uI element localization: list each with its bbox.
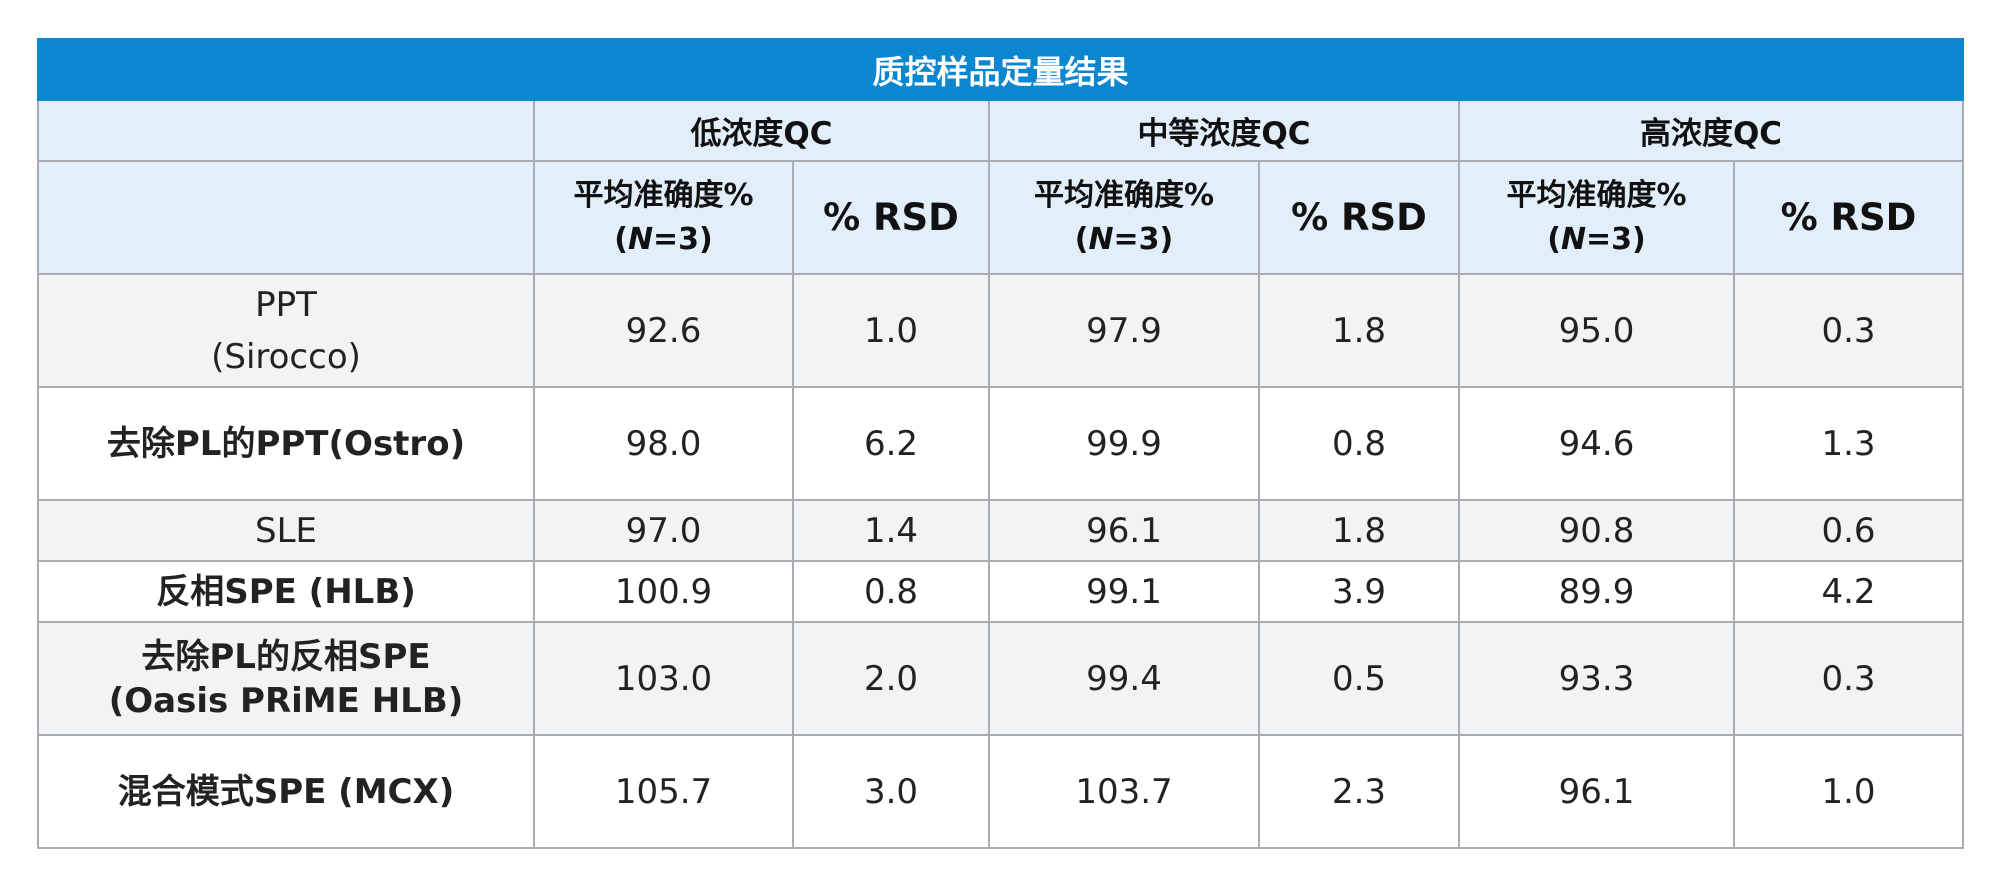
sub-header-rsd-high: % RSD [1732, 160, 1965, 275]
table-row: 去除PL的反相SPE (Oasis PRiME HLB) 103.0 2.0 9… [37, 621, 1965, 736]
value-cell: 94.6 [1458, 386, 1735, 501]
method-cell: 去除PL的PPT(Ostro) [37, 386, 535, 501]
value-cell: 89.9 [1458, 560, 1735, 623]
value-cell: 1.0 [792, 273, 990, 388]
table-row: SLE 97.0 1.4 96.1 1.8 90.8 0.6 [37, 499, 1965, 562]
table-title-row: 质控样品定量结果 [36, 38, 1965, 101]
method-cell: 混合模式SPE (MCX) [37, 734, 535, 849]
value-cell: 99.9 [988, 386, 1260, 501]
qc-results-table: 质控样品定量结果 低浓度QC 中等浓度QC 高浓度QC 平均准确度% (N=3)… [36, 38, 1965, 849]
value-cell: 103.0 [533, 621, 794, 736]
value-cell: 4.2 [1732, 560, 1965, 623]
group-header-high-qc: 高浓度QC [1457, 99, 1965, 162]
value-cell: 1.3 [1732, 386, 1965, 501]
value-cell: 98.0 [533, 386, 794, 501]
value-cell: 1.0 [1732, 734, 1965, 849]
table-row: 混合模式SPE (MCX) 105.7 3.0 103.7 2.3 96.1 1… [37, 734, 1965, 849]
group-header-low-qc: 低浓度QC [533, 99, 990, 162]
table-row: 反相SPE (HLB) 100.9 0.8 99.1 3.9 89.9 4.2 [37, 560, 1965, 623]
sub-header-row: 平均准确度% (N=3) % RSD 平均准确度% (N=3) % RSD 平均… [37, 160, 1965, 275]
value-cell: 0.3 [1732, 273, 1965, 388]
value-cell: 97.9 [988, 273, 1260, 388]
method-cell: PPT (Sirocco) [37, 273, 535, 388]
value-cell: 96.1 [988, 499, 1260, 562]
table-row: PPT (Sirocco) 92.6 1.0 97.9 1.8 95.0 0.3 [37, 273, 1965, 388]
empty-sub-header-cell [37, 160, 535, 275]
value-cell: 0.8 [1258, 386, 1460, 501]
value-cell: 1.8 [1258, 499, 1460, 562]
value-cell: 97.0 [533, 499, 794, 562]
value-cell: 99.1 [988, 560, 1260, 623]
value-cell: 103.7 [988, 734, 1260, 849]
value-cell: 2.3 [1258, 734, 1460, 849]
value-cell: 90.8 [1458, 499, 1735, 562]
value-cell: 96.1 [1458, 734, 1735, 849]
value-cell: 0.5 [1258, 621, 1460, 736]
value-cell: 1.8 [1258, 273, 1460, 388]
sub-header-rsd-mid: % RSD [1258, 160, 1460, 275]
method-cell: 去除PL的反相SPE (Oasis PRiME HLB) [37, 621, 535, 736]
value-cell: 1.4 [792, 499, 990, 562]
sub-header-accuracy-mid: 平均准确度% (N=3) [988, 160, 1260, 275]
value-cell: 93.3 [1458, 621, 1735, 736]
empty-header-cell [37, 99, 535, 162]
method-cell: SLE [37, 499, 535, 562]
value-cell: 0.3 [1732, 621, 1965, 736]
sub-header-rsd-low: % RSD [792, 160, 990, 275]
group-header-mid-qc: 中等浓度QC [988, 99, 1460, 162]
sub-header-accuracy-low: 平均准确度% (N=3) [533, 160, 794, 275]
value-cell: 3.0 [792, 734, 990, 849]
value-cell: 92.6 [533, 273, 794, 388]
table-row: 去除PL的PPT(Ostro) 98.0 6.2 99.9 0.8 94.6 1… [37, 386, 1965, 501]
value-cell: 0.8 [792, 560, 990, 623]
value-cell: 100.9 [533, 560, 794, 623]
value-cell: 95.0 [1458, 273, 1735, 388]
sub-header-accuracy-high: 平均准确度% (N=3) [1458, 160, 1735, 275]
table-title: 质控样品定量结果 [36, 38, 1965, 101]
group-header-row: 低浓度QC 中等浓度QC 高浓度QC [37, 99, 1965, 162]
value-cell: 6.2 [792, 386, 990, 501]
value-cell: 105.7 [533, 734, 794, 849]
value-cell: 3.9 [1258, 560, 1460, 623]
value-cell: 0.6 [1732, 499, 1965, 562]
value-cell: 99.4 [988, 621, 1260, 736]
method-cell: 反相SPE (HLB) [37, 560, 535, 623]
value-cell: 2.0 [792, 621, 990, 736]
